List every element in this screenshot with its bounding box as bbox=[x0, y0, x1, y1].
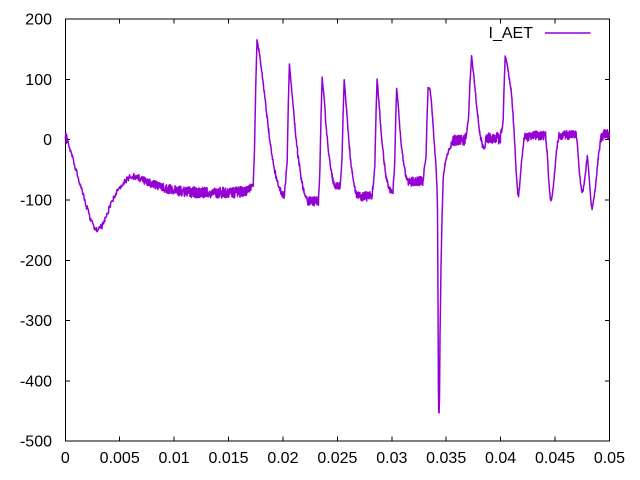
svg-text:-300: -300 bbox=[20, 313, 52, 330]
svg-text:-100: -100 bbox=[20, 193, 52, 210]
svg-text:0.045: 0.045 bbox=[535, 450, 575, 467]
svg-text:100: 100 bbox=[25, 72, 52, 89]
svg-text:0: 0 bbox=[61, 450, 70, 467]
svg-text:0.01: 0.01 bbox=[159, 450, 190, 467]
svg-text:I_AET: I_AET bbox=[489, 25, 534, 42]
svg-text:0.03: 0.03 bbox=[376, 450, 407, 467]
svg-text:-500: -500 bbox=[20, 434, 52, 451]
svg-text:-400: -400 bbox=[20, 373, 52, 390]
svg-text:0.015: 0.015 bbox=[208, 450, 248, 467]
svg-text:0: 0 bbox=[43, 132, 52, 149]
svg-text:0.025: 0.025 bbox=[317, 450, 357, 467]
svg-text:0.035: 0.035 bbox=[426, 450, 466, 467]
svg-text:200: 200 bbox=[25, 12, 52, 29]
svg-text:0.04: 0.04 bbox=[485, 450, 516, 467]
svg-text:0.05: 0.05 bbox=[594, 450, 625, 467]
svg-text:0.005: 0.005 bbox=[100, 450, 140, 467]
svg-text:0.02: 0.02 bbox=[267, 450, 298, 467]
svg-text:-200: -200 bbox=[20, 253, 52, 270]
